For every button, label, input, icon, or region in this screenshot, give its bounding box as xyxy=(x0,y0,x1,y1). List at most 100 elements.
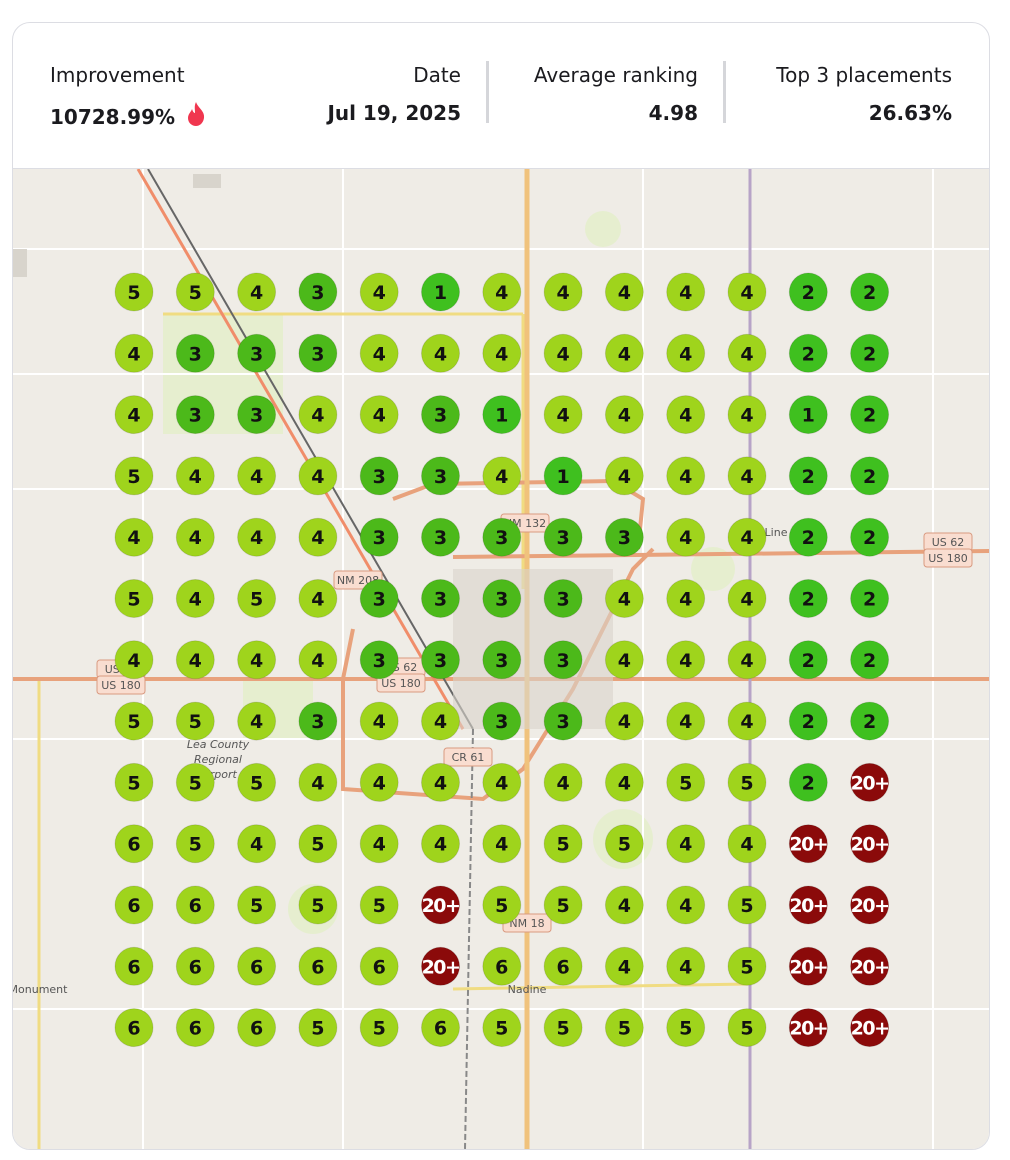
rank-label: 4 xyxy=(250,834,263,856)
rank-label: 20+ xyxy=(851,1018,889,1040)
rank-label: 4 xyxy=(495,834,508,856)
rank-label: 20+ xyxy=(851,834,889,856)
rank-pin xyxy=(114,946,154,986)
rank-pin xyxy=(175,579,215,618)
rank-label: 4 xyxy=(679,282,692,304)
stat-value: 26.63% xyxy=(868,101,952,125)
rank-pin xyxy=(543,701,583,741)
rank-label: 3 xyxy=(434,527,447,549)
rank-pin xyxy=(788,272,828,312)
rank-pin xyxy=(666,456,706,496)
rank-label: 4 xyxy=(740,466,753,488)
stat-value: 10728.99% xyxy=(50,101,206,129)
rank-pin xyxy=(727,701,767,741)
rank-pin xyxy=(727,333,767,373)
rank-pin xyxy=(359,272,399,312)
rank-label: 4 xyxy=(495,466,508,488)
rank-pin xyxy=(114,272,154,312)
rank-label: 1 xyxy=(434,282,447,304)
rank-label: 5 xyxy=(189,772,202,794)
rank-pin xyxy=(543,762,583,802)
rank-label: 20+ xyxy=(851,772,889,794)
rank-label: 4 xyxy=(679,895,692,917)
rank-label: 4 xyxy=(495,282,508,304)
rank-pin xyxy=(788,946,828,986)
rank-pin xyxy=(114,1008,154,1048)
rank-pin xyxy=(727,1008,767,1048)
stat-value: Jul 19, 2025 xyxy=(327,101,461,125)
rank-label: 3 xyxy=(495,650,508,672)
rank-pin xyxy=(850,885,890,925)
rank-pin xyxy=(788,456,828,496)
rank-pin xyxy=(298,517,338,557)
rank-label: 2 xyxy=(863,711,876,733)
rank-label: 4 xyxy=(434,711,447,733)
rank-pin xyxy=(727,762,767,802)
rank-pin xyxy=(359,946,399,986)
rank-label: 2 xyxy=(802,772,815,794)
rank-pin xyxy=(237,272,277,312)
rank-label: 2 xyxy=(802,527,815,549)
rank-label: 4 xyxy=(618,956,631,978)
rank-pin xyxy=(666,1008,706,1048)
rank-label: 4 xyxy=(250,650,263,672)
rank-label: 4 xyxy=(618,650,631,672)
rank-label: 4 xyxy=(495,343,508,365)
divider xyxy=(723,61,726,123)
rank-label: 5 xyxy=(189,282,202,304)
rank-label: 4 xyxy=(311,527,324,549)
stat: Average ranking 4.98 xyxy=(534,63,698,125)
road-shield xyxy=(923,548,973,568)
rank-pin xyxy=(359,701,399,741)
rank-pin xyxy=(850,517,890,557)
rank-pin xyxy=(359,456,399,496)
rank-label: 3 xyxy=(495,589,508,611)
map-label: Nadine xyxy=(508,983,547,996)
rank-label: 3 xyxy=(556,711,569,733)
rank-label: 3 xyxy=(373,466,386,488)
rank-label: 5 xyxy=(556,895,569,917)
rank-label: 4 xyxy=(740,282,753,304)
rank-label: 4 xyxy=(373,405,386,427)
map-label: Line xyxy=(765,526,788,539)
rank-label: 6 xyxy=(127,834,140,856)
rank-label: 4 xyxy=(250,466,263,488)
rank-pin xyxy=(727,885,767,925)
rank-label: 4 xyxy=(434,834,447,856)
rank-pin xyxy=(788,885,828,925)
rank-label: 4 xyxy=(556,405,569,427)
rank-pin xyxy=(114,885,154,925)
rank-pin xyxy=(237,579,277,618)
rank-label: 5 xyxy=(127,772,140,794)
rank-pin xyxy=(543,946,583,986)
rank-label: 5 xyxy=(250,895,263,917)
rank-label: 3 xyxy=(250,405,263,427)
rank-pin xyxy=(788,701,828,741)
rank-pin xyxy=(298,1008,338,1048)
rank-pin xyxy=(727,272,767,312)
stat-value: 4.98 xyxy=(648,101,698,125)
rank-label: 5 xyxy=(127,466,140,488)
rank-pin xyxy=(114,456,154,496)
rank-pin xyxy=(850,333,890,373)
rank-label: 5 xyxy=(740,772,753,794)
rank-pin xyxy=(543,517,583,557)
map-label: US 180 xyxy=(381,677,421,690)
rank-pin xyxy=(482,946,522,986)
rank-label: 3 xyxy=(311,711,324,733)
rank-pin xyxy=(359,579,399,618)
rank-label: 3 xyxy=(495,711,508,733)
rank-pin xyxy=(421,1008,460,1048)
rank-pin xyxy=(298,701,338,741)
rank-label: 6 xyxy=(127,1018,140,1040)
rank-pin xyxy=(114,333,154,373)
rank-label: 5 xyxy=(127,589,140,611)
rank-label: 5 xyxy=(556,834,569,856)
rank-pin xyxy=(604,456,644,496)
rank-label: 4 xyxy=(373,343,386,365)
rank-label: 5 xyxy=(495,895,508,917)
highway xyxy=(136,169,465,730)
rank-pin xyxy=(421,701,460,741)
railway xyxy=(464,728,474,1149)
rank-pin xyxy=(666,579,706,618)
